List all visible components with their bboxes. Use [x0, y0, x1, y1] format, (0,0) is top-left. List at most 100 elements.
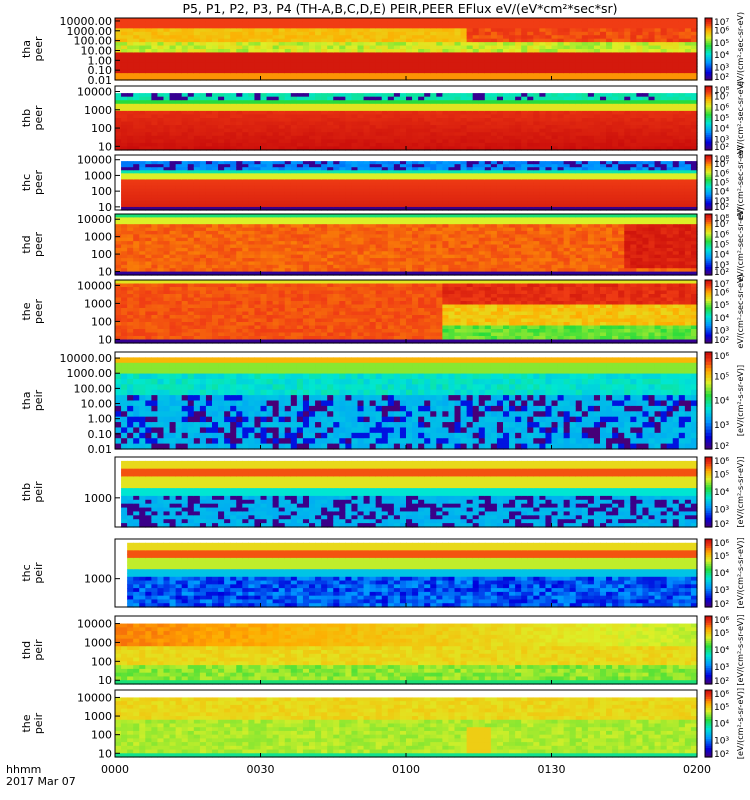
heatmap-cell	[478, 76, 486, 81]
heatmap-cell	[430, 45, 437, 50]
heatmap-cell	[490, 185, 498, 190]
heatmap-cell	[581, 191, 589, 196]
colorbar-tick: 10³	[714, 135, 729, 145]
heatmap-cell	[545, 76, 553, 81]
heatmap-cell	[551, 121, 559, 126]
heatmap-cell	[575, 188, 583, 193]
heatmap-cell	[290, 52, 298, 57]
heatmap-cell	[187, 121, 195, 126]
heatmap-cell	[527, 173, 534, 177]
heatmap-cell	[527, 66, 534, 71]
heatmap-cell	[557, 161, 565, 165]
heatmap-cell	[236, 59, 243, 64]
heatmap-cell	[218, 110, 225, 116]
heatmap-cell	[527, 55, 534, 60]
heatmap-cell	[430, 167, 437, 171]
heatmap-cell	[412, 176, 419, 181]
heatmap-cell	[224, 194, 231, 199]
heatmap-cell	[139, 73, 146, 78]
heatmap-thb-peer	[115, 93, 698, 151]
heatmap-cell	[193, 125, 201, 130]
heatmap-cell	[127, 52, 134, 57]
heatmap-cell	[193, 100, 201, 105]
heatmap-cell	[339, 103, 346, 108]
heatmap-cell	[630, 107, 637, 112]
heatmap-cell	[442, 76, 450, 81]
heatmap-cell	[503, 194, 510, 199]
heatmap-cell	[339, 28, 346, 33]
heatmap-cell	[630, 42, 637, 47]
heatmap-cell	[684, 45, 692, 50]
heatmap-cell	[521, 139, 528, 144]
heatmap-cell	[230, 200, 237, 205]
heatmap-cell	[606, 52, 613, 57]
heatmap-cell	[630, 191, 637, 196]
heatmap-cell	[157, 146, 165, 151]
heatmap-cell	[266, 59, 274, 64]
heatmap-cell	[115, 66, 122, 71]
heatmap-cell	[309, 28, 316, 33]
heatmap-cell	[230, 170, 237, 174]
heatmap-cell	[490, 188, 498, 193]
heatmap-cell	[387, 206, 395, 211]
heatmap-cell	[575, 179, 583, 184]
heatmap-cell	[187, 35, 195, 40]
heatmap-cell	[690, 31, 698, 36]
heatmap-cell	[442, 132, 450, 137]
heatmap-cell	[157, 35, 165, 40]
heatmap-cell	[151, 125, 159, 130]
heatmap-cell	[557, 188, 565, 193]
heatmap-cell	[224, 128, 231, 133]
heatmap-cell	[454, 121, 462, 126]
heatmap-cell	[399, 69, 407, 74]
heatmap-cell	[212, 24, 219, 29]
heatmap-cell	[266, 35, 274, 40]
heatmap-cell	[399, 59, 407, 64]
heatmap-cell	[205, 179, 213, 184]
heatmap-cell	[224, 142, 231, 148]
heatmap-cell	[539, 164, 547, 168]
heatmap-cell	[212, 114, 219, 119]
heatmap-cell	[205, 197, 213, 202]
heatmap-cell	[205, 21, 213, 26]
heatmap-cell	[424, 200, 431, 205]
heatmap-cell	[284, 206, 292, 211]
heatmap-cell	[121, 206, 128, 211]
heatmap-cell	[563, 100, 571, 105]
heatmap-cell	[490, 194, 498, 199]
heatmap-cell	[442, 185, 450, 190]
heatmap-cell	[242, 100, 249, 105]
heatmap-cell	[551, 69, 559, 74]
heatmap-cell	[169, 69, 177, 74]
heatmap-cell	[145, 76, 152, 81]
heatmap-cell	[321, 135, 328, 140]
heatmap-cell	[254, 66, 262, 71]
heatmap-cell	[672, 118, 680, 123]
heatmap-cell	[557, 191, 565, 196]
heatmap-cell	[290, 197, 298, 202]
heatmap-cell	[278, 142, 286, 148]
heatmap-cell	[205, 206, 213, 211]
heatmap-cell	[424, 121, 431, 126]
heatmap-cell	[169, 35, 177, 40]
heatmap-cell	[490, 69, 498, 74]
heatmap-cell	[345, 188, 353, 193]
heatmap-cell	[327, 161, 334, 165]
heatmap-cell	[260, 73, 268, 78]
heatmap-cell	[399, 203, 407, 208]
heatmap-cell	[218, 135, 225, 140]
heatmap-cell	[593, 21, 601, 26]
heatmap-cell	[266, 176, 274, 181]
heatmap-cell	[345, 18, 353, 23]
heatmap-cell	[254, 24, 262, 29]
heatmap-cell	[636, 45, 644, 50]
heatmap-cell	[254, 125, 262, 130]
heatmap-cell	[472, 182, 480, 187]
heatmap-cell	[654, 173, 662, 177]
heatmap-cell	[521, 203, 528, 208]
heatmap-cell	[587, 194, 595, 199]
heatmap-cell	[157, 28, 165, 33]
heatmap-cell	[127, 197, 134, 202]
heatmap-cell	[618, 107, 625, 112]
heatmap-cell	[242, 128, 249, 133]
